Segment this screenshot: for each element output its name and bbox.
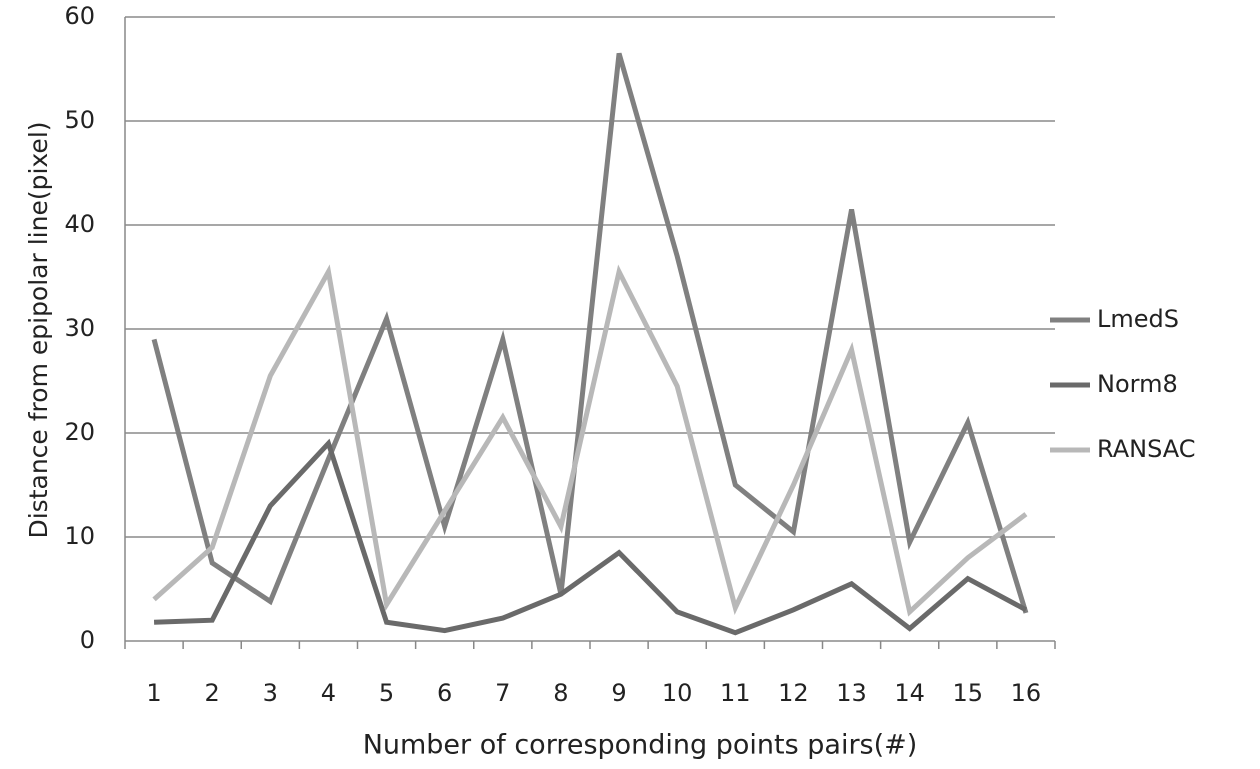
series-line [151, 52, 1029, 614]
x-tick-label: 9 [611, 679, 626, 707]
legend-label: Norm8 [1097, 370, 1178, 398]
x-tick-label: 7 [495, 679, 510, 707]
x-tick-label: 3 [263, 679, 278, 707]
x-tick-label: 15 [953, 679, 984, 707]
x-tick-label: 5 [379, 679, 394, 707]
y-tick-label: 50 [64, 106, 95, 134]
x-tick-label: 10 [662, 679, 693, 707]
x-tick-label: 14 [894, 679, 925, 707]
x-tick-label: 8 [553, 679, 568, 707]
series-line [152, 264, 1028, 617]
y-tick-label: 10 [64, 522, 95, 550]
x-tick-label: 4 [321, 679, 336, 707]
x-tick-label: 11 [720, 679, 751, 707]
y-tick-label: 0 [80, 626, 95, 654]
x-tick-label: 1 [146, 679, 161, 707]
legend-label: LmedS [1097, 305, 1179, 333]
x-tick-label: 12 [778, 679, 809, 707]
series-line [153, 438, 1028, 636]
y-tick-label: 20 [64, 418, 95, 446]
y-tick-label: 40 [64, 210, 95, 238]
x-tick-label: 16 [1011, 679, 1042, 707]
x-tick-label: 6 [437, 679, 452, 707]
y-tick-label: 60 [64, 2, 95, 30]
x-tick-label: 2 [205, 679, 220, 707]
y-axis-title: Distance from epipolar line(pixel) [24, 121, 53, 538]
x-axis-title: Number of corresponding points pairs(#) [363, 730, 918, 761]
legend-label: RANSAC [1097, 435, 1196, 463]
x-tick-label: 13 [836, 679, 867, 707]
y-tick-label: 30 [64, 314, 95, 342]
